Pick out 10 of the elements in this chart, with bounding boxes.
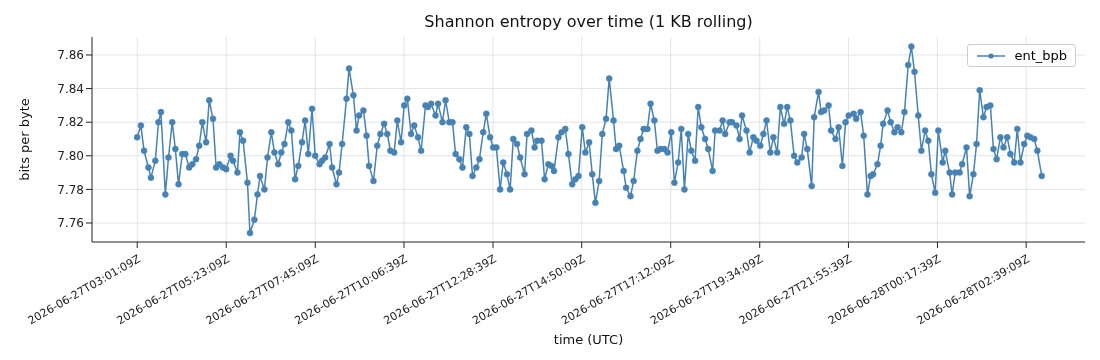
y-tick-label: 7.86 (57, 48, 84, 63)
y-tick-label: 7.84 (57, 81, 84, 96)
x-axis-title: time (UTC) (553, 332, 624, 347)
y-tick-label: 7.76 (57, 216, 84, 231)
legend-label: ent_bpb (1014, 48, 1067, 63)
y-tick-label: 7.80 (57, 149, 84, 164)
y-axis-title: bits per byte (16, 98, 32, 181)
y-tick-label: 7.78 (57, 182, 84, 197)
y-tick-label: 7.82 (57, 115, 84, 130)
chart-title: Shannon entropy over time (1 KB rolling) (423, 12, 754, 31)
